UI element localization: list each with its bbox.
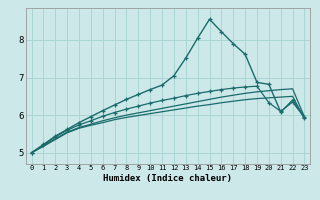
X-axis label: Humidex (Indice chaleur): Humidex (Indice chaleur) (103, 174, 233, 183)
